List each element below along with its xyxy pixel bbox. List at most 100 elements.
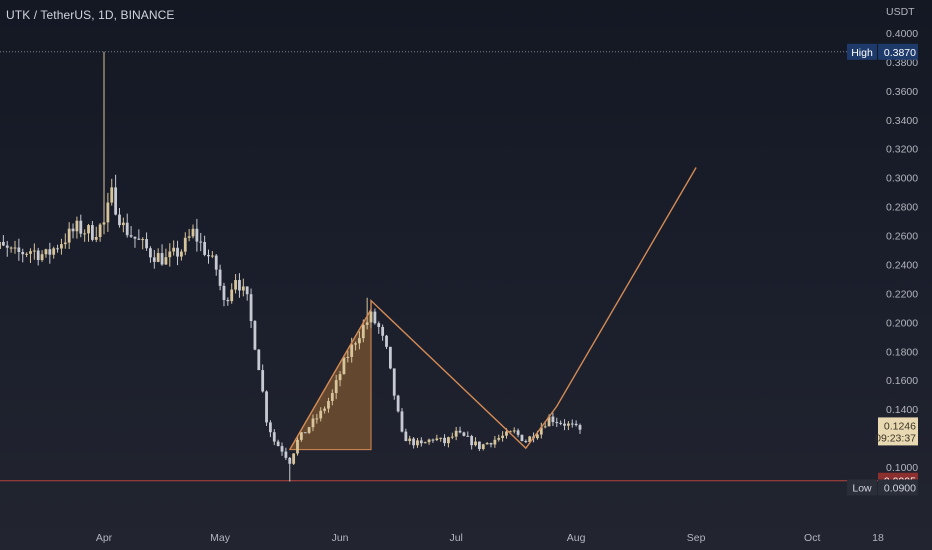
price-tick-label: 0.3200 [886,144,918,156]
candle-body [67,228,71,243]
candle-body [195,228,199,242]
candle-body [311,418,315,428]
candle-body [338,374,342,381]
candle-body [172,247,176,252]
candle-body [218,269,222,286]
candle-body [493,439,497,445]
candle-body [110,187,114,203]
candle-body [32,250,36,252]
candle-body [520,434,524,442]
candle-body [377,323,381,327]
price-axis[interactable]: USDT 0.4000 0.3800 0.3600 0.3400 0.3200 0.300… [886,6,918,474]
candle-body [396,395,400,412]
candle-body [323,408,326,411]
candle-body [458,430,462,433]
candle-body [361,324,365,339]
candle-body [0,241,1,249]
candle-body [408,438,412,442]
candle-body [416,440,419,446]
candle-body [431,439,435,441]
time-axis[interactable]: Apr May Jun Jul Aug Sep Oct 18 [96,532,884,544]
candle-body [156,253,160,262]
candle-body [439,437,443,439]
price-tick-label: 0.2600 [886,231,918,243]
candle-body [121,222,125,226]
candle-body [392,368,396,396]
price-tick-label: 0.1600 [886,375,918,387]
candle-body [450,436,454,438]
candle-body [462,432,466,436]
price-tick-label: 0.3800 [886,57,918,69]
candle-body [94,237,98,240]
candle-body [129,235,133,237]
candle-body [303,432,307,434]
candle-body [330,393,334,401]
candle-body [485,443,489,445]
candle-body [79,220,83,234]
candle-body [71,228,75,232]
candle-body [261,370,265,392]
high-tag-label-bg [847,43,877,60]
candle-body [578,425,582,430]
price-tick-label: 0.2800 [886,202,918,214]
candle-body [114,187,118,215]
candle-body [214,255,218,270]
candle-body [234,280,237,290]
candle-body [296,439,299,454]
candle-body [98,224,102,238]
chart-title: UTK / TetherUS, 1D, BINANCE [6,8,175,22]
candle-body [307,427,311,433]
candle-body [543,426,547,428]
candle-body [342,357,346,375]
candle-body [454,430,458,437]
candle-body [222,285,226,300]
current-price-tag-text: 0.1246 [884,420,916,432]
candle-body [265,391,268,423]
candle-body [141,239,145,241]
candle-body [106,202,110,223]
candle-body [168,251,172,258]
candle-body [481,444,485,449]
candle-body [1,241,5,246]
price-tick-label: 0.1800 [886,346,918,358]
candle-body [358,338,361,344]
candle-body [180,251,183,257]
candle-body [29,251,32,254]
time-tick-label: Apr [96,532,113,544]
candle-body [501,435,505,438]
candle-body [574,423,578,426]
candle-body [152,257,156,262]
candle-body [315,418,319,420]
candle-body [365,322,369,325]
candle-body [125,222,129,236]
candle-body [319,410,323,419]
candle-body [75,220,79,232]
candle-body [474,441,477,446]
candle-body [230,289,234,302]
candle-body [17,247,21,253]
candle-body [276,441,280,447]
price-tick-label: 0.4000 [886,28,918,40]
candles-group [0,51,582,482]
candle-body [269,422,272,433]
candle-body [447,437,450,444]
price-tick-label: 0.3600 [886,86,918,98]
high-tag-text: 0.3870 [884,47,916,59]
candle-body [369,311,373,323]
candle-body [327,400,330,409]
candle-body [5,245,9,248]
candle-body [505,431,508,436]
candle-body [25,253,28,255]
time-tick-label: Jun [332,532,349,544]
candle-body [354,343,357,345]
candle-body [249,294,253,322]
candle-body [149,248,152,258]
candle-body [567,423,570,426]
candle-body [570,423,574,425]
candle-body [63,242,67,245]
candle-body [48,249,52,255]
candle-body [404,431,408,442]
candle-body [187,236,191,238]
